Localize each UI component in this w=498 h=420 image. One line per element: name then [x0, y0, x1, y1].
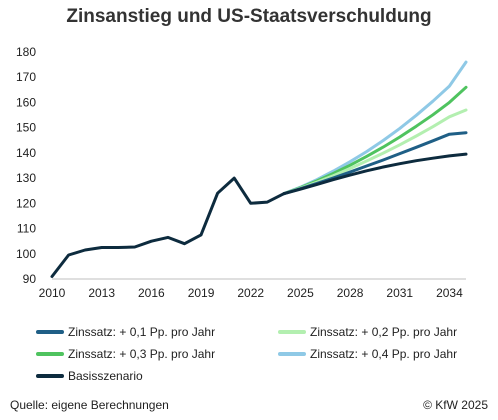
- legend-label: Zinssatz: + 0,1 Pp. pro Jahr: [68, 325, 216, 339]
- copyright-note: © KfW 2025: [423, 398, 488, 412]
- y-tick-label: 130: [16, 171, 36, 185]
- legend-swatch: [278, 352, 306, 356]
- x-tick-label: 2013: [88, 286, 115, 300]
- projection-line: [282, 85, 468, 196]
- legend-label: Basisszenario: [68, 369, 143, 383]
- y-tick-label: 90: [23, 272, 37, 286]
- legend-swatch: [36, 352, 64, 356]
- x-tick-label: 2019: [188, 286, 215, 300]
- y-tick-labels: 90 100 110 120 130 140 150 160 170 180: [16, 45, 36, 286]
- x-tick-label: 2025: [287, 286, 314, 300]
- y-tick-label: 160: [16, 95, 36, 109]
- legend-swatch: [36, 374, 64, 378]
- legend-item: Basisszenario: [36, 369, 143, 383]
- series-lines: [50, 60, 468, 278]
- x-tick-label: 2034: [436, 286, 463, 300]
- y-tick-label: 150: [16, 121, 36, 135]
- y-tick-label: 110: [17, 222, 36, 236]
- chart-title: Zinsanstieg und US-Staatsverschuldung: [66, 6, 432, 27]
- baseline-projection-line: [282, 152, 468, 196]
- legend-swatch: [278, 330, 306, 334]
- historical-debt-line: [50, 176, 286, 278]
- legend-label: Zinssatz: + 0,3 Pp. pro Jahr: [68, 347, 216, 361]
- x-tick-labels: 2010 2013 2016 2019 2022 2025 2028 2031 2034: [39, 286, 463, 300]
- y-tick-label: 140: [16, 146, 36, 160]
- x-tick-label: 2016: [138, 286, 165, 300]
- legend-item: Zinssatz: + 0,2 Pp. pro Jahr: [278, 325, 457, 339]
- y-tick-label: 100: [16, 247, 36, 261]
- y-tick-label: 120: [16, 196, 36, 210]
- legend-label: Zinssatz: + 0,4 Pp. pro Jahr: [310, 347, 458, 361]
- legend-item: Zinssatz: + 0,3 Pp. pro Jahr: [36, 347, 215, 361]
- legend-item: Zinssatz: + 0,1 Pp. pro Jahr: [36, 325, 215, 339]
- y-tick-label: 180: [16, 45, 36, 59]
- x-tick-label: 2031: [386, 286, 413, 300]
- source-note: Quelle: eigene Berechnungen: [10, 398, 169, 412]
- x-tick-label: 2028: [337, 286, 364, 300]
- x-tick-label: 2010: [39, 286, 66, 300]
- y-tick-label: 170: [16, 70, 36, 84]
- legend-swatch: [36, 330, 64, 334]
- legend-label: Zinssatz: + 0,2 Pp. pro Jahr: [310, 325, 458, 339]
- projection-line: [282, 60, 468, 196]
- x-tick-label: 2022: [237, 286, 264, 300]
- legend-item: Zinssatz: + 0,4 Pp. pro Jahr: [278, 347, 457, 361]
